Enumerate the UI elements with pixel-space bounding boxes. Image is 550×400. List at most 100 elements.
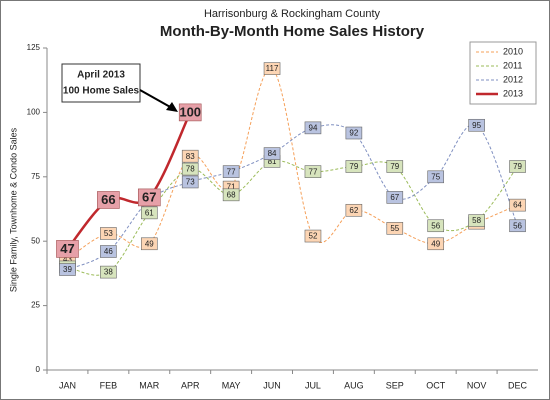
data-label: 117: [266, 64, 279, 73]
data-label: 38: [104, 268, 113, 277]
data-label: 79: [513, 162, 522, 171]
data-label: 75: [431, 172, 440, 181]
data-label-box: [427, 237, 445, 251]
data-label: 84: [268, 149, 277, 158]
data-label-box: [97, 191, 120, 209]
x-tick-label: NOV: [467, 380, 487, 390]
data-label-box: [222, 188, 240, 202]
data-label: 77: [309, 167, 318, 176]
data-label: 43: [63, 255, 72, 264]
data-label: 79: [390, 162, 399, 171]
data-label-box: [304, 165, 322, 178]
data-label-box: [509, 219, 526, 233]
data-label: 81: [268, 157, 277, 166]
annotation: April 2013: [77, 70, 125, 81]
data-label: 64: [513, 201, 522, 210]
data-label: 92: [349, 129, 358, 138]
data-label-box: [304, 121, 322, 135]
data-label-box: [263, 147, 281, 160]
series-line: [67, 160, 518, 276]
data-label: 79: [349, 162, 358, 171]
legend-label: 2012: [503, 74, 523, 84]
data-label: 78: [186, 165, 195, 174]
data-label-box: [222, 165, 240, 178]
y-tick-label: 75: [31, 172, 40, 181]
data-label-box: [181, 162, 199, 176]
y-tick-label: 25: [31, 301, 40, 310]
data-label: 73: [186, 178, 195, 187]
data-label: 56: [431, 221, 440, 230]
y-tick-label: 100: [27, 108, 41, 117]
data-label-box: [345, 160, 363, 173]
chart-subtitle: Harrisonburg & Rockingham County: [204, 8, 381, 20]
data-label: 68: [227, 190, 236, 199]
data-label-box: [386, 160, 404, 173]
x-tick-label: AUG: [344, 380, 364, 390]
data-label: 67: [142, 189, 156, 204]
annotation-arrow: [139, 89, 173, 109]
data-label: 95: [472, 121, 481, 130]
annotation-arrowhead: [166, 102, 178, 112]
data-label: 52: [309, 232, 318, 241]
data-label-box: [509, 198, 526, 212]
data-label-box: [59, 263, 76, 276]
data-label-box: [100, 227, 117, 240]
data-label-box: [263, 62, 281, 75]
annotation: 100 Home Sales: [63, 86, 140, 97]
x-tick-label: MAY: [222, 380, 241, 390]
data-label: 55: [390, 224, 399, 233]
data-label-box: [100, 265, 117, 279]
data-label: 39: [63, 265, 72, 274]
data-label: 47: [60, 241, 74, 256]
data-label-box: [56, 240, 79, 258]
legend-label: 2010: [503, 46, 523, 56]
legend-label: 2013: [503, 88, 523, 98]
data-label-box: [468, 118, 485, 132]
x-tick-label: OCT: [426, 380, 446, 390]
y-tick-label: 0: [36, 365, 41, 374]
data-label: 46: [104, 247, 113, 256]
x-tick-label: MAR: [139, 380, 160, 390]
data-label-box: [386, 191, 404, 204]
data-label: 83: [186, 152, 195, 161]
data-label-box: [137, 188, 161, 207]
data-label-box: [345, 126, 363, 140]
data-label: 61: [145, 208, 154, 217]
data-label: 94: [309, 123, 318, 132]
y-tick-label: 50: [31, 236, 40, 245]
data-label-box: [140, 206, 158, 220]
data-label-box: [427, 170, 445, 184]
data-label-box: [181, 175, 199, 189]
data-label: 67: [390, 193, 399, 202]
data-label: 56: [513, 221, 522, 230]
data-label: 77: [227, 167, 236, 176]
data-label-box: [509, 160, 526, 173]
data-label-box: [181, 149, 199, 163]
annotation-box: [61, 63, 141, 103]
legend-label: 2011: [503, 60, 522, 70]
data-label: 62: [349, 206, 358, 215]
data-label: 71: [227, 183, 236, 192]
x-tick-label: FEB: [100, 380, 118, 390]
data-label-box: [386, 222, 404, 235]
x-tick-label: JUL: [305, 380, 321, 390]
series-line: [66, 111, 192, 250]
data-label: 53: [104, 229, 113, 238]
data-label-box: [304, 229, 322, 243]
x-tick-label: APR: [181, 380, 200, 390]
data-label-box: [468, 214, 485, 227]
chart-title: Month-By-Month Home Sales History: [160, 23, 425, 40]
data-label-box: [345, 203, 363, 217]
data-label: 100: [179, 104, 201, 119]
data-label: 66: [101, 192, 115, 207]
data-label: 49: [431, 239, 440, 248]
data-label-box: [100, 245, 117, 258]
data-label-box: [427, 219, 445, 233]
x-tick-label: DEC: [508, 380, 528, 390]
y-axis-label: Single Family, Townhome & Condo Sales: [8, 127, 18, 292]
data-label-box: [140, 237, 158, 251]
x-tick-label: SEP: [386, 380, 404, 390]
x-tick-label: JUN: [263, 380, 281, 390]
